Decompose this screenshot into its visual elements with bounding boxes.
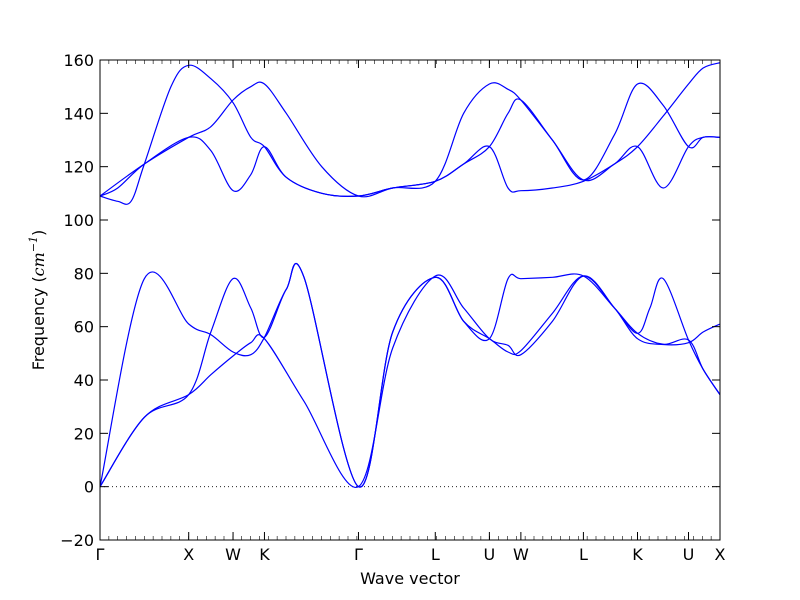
y-tick-label: 140 (63, 104, 94, 123)
y-tick-label: 80 (74, 264, 94, 283)
tick-layer (99, 59, 721, 541)
x-tick-label: Γ (354, 545, 363, 564)
x-tick-label: L (579, 545, 588, 564)
x-axis-title: Wave vector (360, 569, 460, 588)
y-tick-label: 160 (63, 51, 94, 70)
x-tick-label: K (632, 545, 643, 564)
y-tick-label: 20 (74, 424, 94, 443)
y-axis-title-prefix: Frequency ( (29, 276, 48, 370)
y-tick-label: −20 (60, 531, 94, 550)
y-tick-label: 60 (74, 318, 94, 337)
band-line-3 (99, 262, 721, 488)
y-axis-title-exponent: −1 (27, 236, 40, 252)
y-tick-label: 100 (63, 211, 94, 230)
band-line-1 (99, 274, 721, 488)
x-tick-label: K (259, 545, 270, 564)
y-axis-title: Frequency (cm−1) (27, 230, 48, 371)
x-tick-label: U (683, 545, 695, 564)
y-axis-title-unit: cm (29, 252, 48, 276)
y-tick-label: 40 (74, 371, 94, 390)
y-tick-label: 120 (63, 158, 94, 177)
x-tick-label: W (225, 545, 241, 564)
x-tick-label: X (715, 545, 726, 564)
y-axis-title-suffix: ) (29, 230, 48, 236)
x-tick-label: U (484, 545, 496, 564)
band-line-4 (99, 62, 721, 197)
x-tick-label: X (183, 545, 194, 564)
y-tick-label: 0 (84, 478, 94, 497)
series-layer (99, 62, 721, 488)
plot-frame (99, 59, 721, 541)
band-line-6 (99, 81, 721, 198)
x-tick-label: L (431, 545, 440, 564)
x-tick-label: Γ (96, 545, 105, 564)
x-tick-label: W (513, 545, 529, 564)
